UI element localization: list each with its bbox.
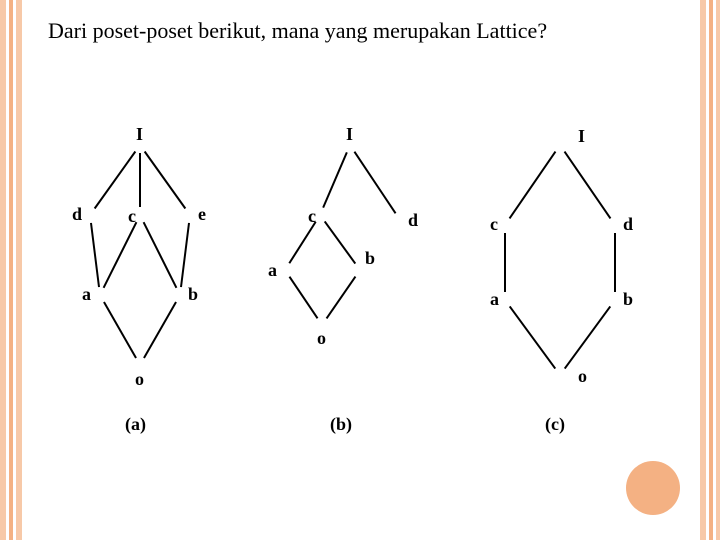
question-text: Dari poset-poset berikut, mana yang meru… [48, 18, 547, 44]
node-label-c: c [308, 206, 316, 226]
edge [327, 277, 356, 319]
node-label-o: o [317, 328, 326, 348]
edge [104, 222, 137, 288]
edge [104, 302, 136, 358]
node-label-o: o [135, 369, 144, 389]
node-label-c: c [128, 206, 136, 226]
node-label-e: e [198, 204, 206, 224]
figure-caption: (c) [545, 414, 565, 435]
hasse-diagram-b: Icdabo(b) [260, 130, 440, 455]
right-border-stripes [700, 0, 720, 540]
node-label-a: a [490, 289, 499, 309]
edge [91, 223, 99, 287]
figure-caption: (a) [125, 414, 146, 435]
figure-caption: (b) [330, 414, 352, 435]
edge [181, 223, 189, 287]
edge [323, 152, 347, 207]
figure-area: Idceabo(a) Icdabo(b) Icdabo(c) [50, 130, 670, 510]
hasse-diagram-c: Icdabo(c) [460, 130, 660, 455]
node-label-b: b [623, 289, 633, 309]
hasse-diagram-a: Idceabo(a) [50, 130, 240, 455]
node-label-I: I [346, 124, 353, 144]
edge [354, 152, 395, 214]
edge [565, 306, 611, 368]
edge [144, 302, 176, 358]
node-label-a: a [268, 260, 277, 280]
edge [289, 277, 317, 319]
node-label-c: c [490, 214, 498, 234]
node-label-I: I [136, 124, 143, 144]
edge [289, 222, 315, 264]
node-label-I: I [578, 126, 585, 146]
node-label-o: o [578, 366, 587, 386]
edge [565, 152, 611, 219]
node-label-b: b [188, 284, 198, 304]
edge [325, 221, 356, 263]
edge [145, 152, 186, 209]
edge [144, 222, 177, 288]
node-label-d: d [623, 214, 633, 234]
edge [95, 152, 136, 209]
edge [510, 152, 556, 219]
node-label-a: a [82, 284, 91, 304]
node-label-d: d [408, 210, 418, 230]
node-label-d: d [72, 204, 82, 224]
node-label-b: b [365, 248, 375, 268]
corner-decorative-circle [626, 461, 680, 515]
edge [510, 306, 556, 368]
left-border-stripes [0, 0, 20, 540]
